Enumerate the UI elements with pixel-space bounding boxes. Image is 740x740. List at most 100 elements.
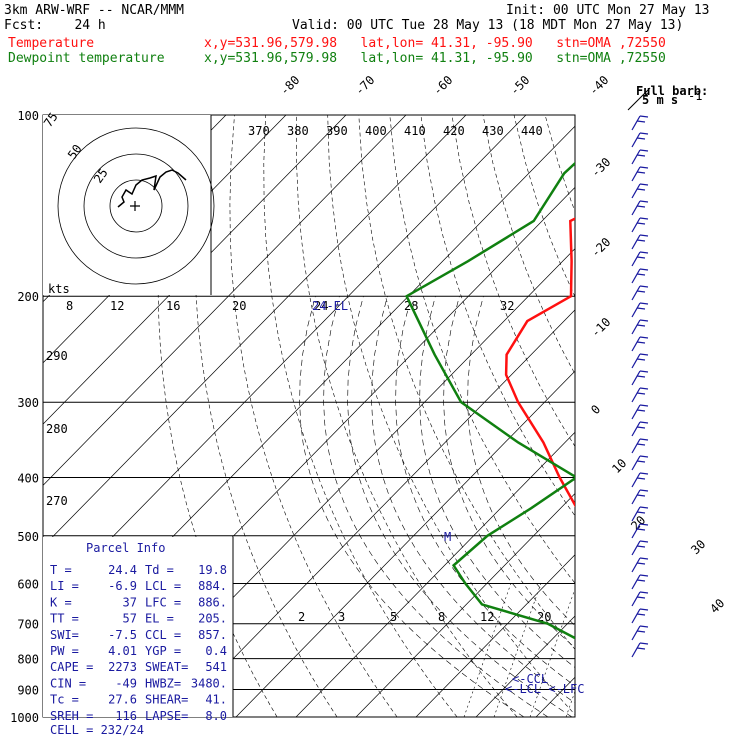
wind-barb: [639, 574, 649, 577]
parcel-label: EL =: [145, 612, 174, 626]
wind-barb: [636, 528, 646, 531]
wind-barb: [636, 392, 646, 395]
wind-barb: [631, 251, 641, 267]
dry-adiabat: [327, 115, 575, 716]
parcel-label: PW =: [50, 644, 79, 658]
theta-label: 280: [46, 422, 68, 436]
parcel-value: 8.0: [205, 709, 227, 723]
wind-barb: [636, 256, 646, 259]
theta-label: 430: [482, 124, 504, 138]
parcel-value: 857.: [198, 628, 227, 642]
moist-adiabat: [299, 296, 525, 717]
wind-barb: [631, 319, 641, 335]
theta-label: 370: [248, 124, 270, 138]
wind-barb: [639, 489, 649, 492]
ccl-marker: <-CCL: [512, 672, 548, 686]
parcel-label: LAPSE=: [145, 709, 188, 723]
temperature-tick-label: 10: [609, 456, 629, 476]
wind-barb: [639, 540, 649, 543]
temperature-tick-label: -60: [430, 73, 455, 98]
wind-barb: [639, 132, 649, 135]
parcel-value: 4.01: [108, 644, 137, 658]
wind-barb: [631, 574, 641, 590]
wind-barb: [636, 460, 646, 463]
el-marker: 24-EL: [312, 299, 348, 313]
pressure-labels: 1000 900 800 700 600 500 400 300 200 100: [10, 109, 39, 725]
pressure-label: 200: [17, 290, 39, 304]
dry-adiabat: [451, 115, 575, 447]
wind-barb: [639, 217, 649, 220]
wind-barb: [631, 302, 641, 318]
theta-label: 400: [365, 124, 387, 138]
dry-adiabat: [482, 115, 575, 375]
pressure-label: 800: [17, 653, 39, 667]
parcel-value: 541: [205, 660, 227, 674]
wind-barb: [636, 426, 646, 429]
wind-barb: [636, 188, 646, 191]
parcel-value: 884.: [198, 579, 227, 593]
model-title: 3km ARW-WRF -- NCAR/MMM: [4, 3, 185, 18]
wind-barb: [636, 613, 646, 616]
sounding-lines: [404, 161, 575, 640]
wind-barb: [631, 268, 641, 284]
valid-time: Valid: 00 UTC Tue 28 May 13 (18 MDT Mon …: [292, 18, 684, 33]
wind-barb: [636, 273, 646, 276]
wind-barb: [639, 370, 649, 373]
isotherm-line: [43, 115, 407, 486]
full-barb-label: Full barb:: [636, 84, 708, 98]
isotherm-line: [295, 431, 575, 717]
parcel-label: T =: [50, 563, 72, 577]
mixing-ratio-line: [463, 583, 512, 717]
pressure-label: 500: [17, 530, 39, 544]
wind-barb: [631, 353, 641, 369]
wind-barb: [636, 647, 646, 650]
dry-adiabat: [700, 115, 740, 717]
parcel-label: CCL =: [145, 628, 181, 642]
moist-adiabat-label: 12: [110, 299, 124, 313]
wind-barb: [639, 285, 649, 288]
moist-adiabat-label: 8: [66, 299, 73, 313]
moist-adiabat-label: 24: [314, 299, 328, 313]
wind-barb: [631, 183, 641, 199]
init-time: Init: 00 UTC Mon 27 May 13: [506, 3, 710, 18]
moist-adiabat: [467, 296, 575, 627]
wind-barb: [636, 171, 646, 174]
full-barb-sample: [627, 87, 651, 111]
wind-barb: [631, 285, 641, 301]
pressure-label: 700: [17, 618, 39, 632]
wind-barb: [636, 239, 646, 242]
dewpoint-line: [404, 161, 575, 640]
wind-barb: [631, 217, 641, 233]
wind-barb: [636, 222, 646, 225]
hodograph-ring-label: 75: [41, 110, 61, 130]
wind-barb: [639, 302, 649, 305]
parcel-label: CIN =: [50, 676, 86, 690]
isotherm-line: [355, 493, 575, 717]
full-barb-value: 5 m s: [642, 93, 678, 107]
pressure-label: 300: [17, 396, 39, 410]
dry-adiabat: [420, 115, 575, 517]
parcel-label: SWEAT=: [145, 660, 188, 674]
theta-label: 420: [443, 124, 465, 138]
theta-label: 390: [326, 124, 348, 138]
parcel-value: 24.4: [108, 563, 137, 577]
wind-barb: [636, 596, 646, 599]
hodograph-ring: [109, 179, 163, 233]
parcel-label: TT =: [50, 612, 79, 626]
theta-label: 380: [287, 124, 309, 138]
wind-barb: [639, 200, 649, 203]
pressure-label: 1000: [10, 711, 39, 725]
wind-barb: [639, 149, 649, 152]
wind-barb: [639, 387, 649, 390]
temperature-legend: Temperature: [8, 36, 95, 51]
isotherm-line: [43, 115, 467, 548]
mixing-ratio-label: 5: [390, 610, 397, 624]
wind-barb: [639, 183, 649, 186]
wind-barb: [639, 438, 649, 441]
wind-barb: [631, 234, 641, 250]
theta-label: 290: [46, 349, 68, 363]
wind-barb: [639, 336, 649, 339]
parcel-value: 41.: [205, 693, 227, 707]
isotherm-line: [716, 115, 740, 717]
